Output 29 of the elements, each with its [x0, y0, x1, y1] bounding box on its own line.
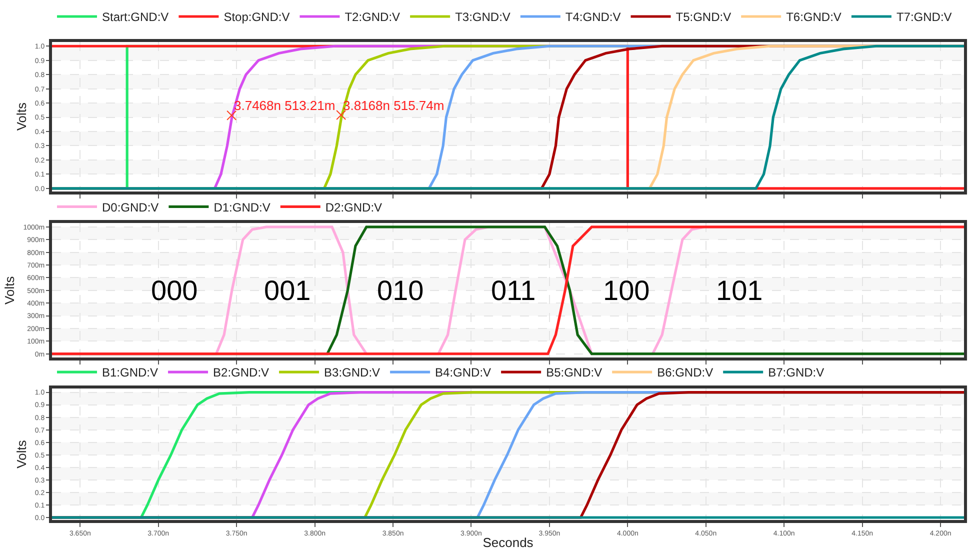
- legend-label: T4:GND:V: [565, 10, 621, 24]
- legend-label: T6:GND:V: [786, 10, 842, 24]
- annotation: 010: [377, 275, 424, 306]
- legend-label: B4:GND:V: [435, 366, 492, 380]
- legend-label: Start:GND:V: [102, 10, 169, 24]
- legend-label: T5:GND:V: [676, 10, 732, 24]
- legend-label: T7:GND:V: [896, 10, 952, 24]
- legend-label: T2:GND:V: [344, 10, 400, 24]
- legend-label: B3:GND:V: [324, 366, 380, 380]
- legend-label: D2:GND:V: [325, 200, 382, 214]
- legend-label: B5:GND:V: [546, 366, 602, 380]
- legend-label: D0:GND:V: [102, 200, 159, 214]
- legend-label: B1:GND:V: [102, 366, 158, 380]
- line-series: [52, 226, 964, 356]
- y-axis-title: Volts: [2, 276, 18, 304]
- annotation: 100: [603, 275, 650, 306]
- y-axis-title: Volts: [14, 440, 29, 468]
- annotation: 101: [716, 275, 763, 306]
- annotation: 000: [151, 275, 198, 306]
- y-axis-title: Volts: [14, 102, 29, 131]
- annotation: 011: [491, 275, 536, 306]
- legend-label: B6:GND:V: [657, 366, 714, 380]
- legend-label: Stop:GND:V: [224, 10, 290, 24]
- legend-label: B7:GND:V: [768, 366, 824, 380]
- x-axis-title: Seconds: [482, 535, 534, 550]
- legend-label: B2:GND:V: [213, 366, 270, 380]
- legend-label: T3:GND:V: [455, 10, 510, 24]
- annotation: 001: [264, 275, 311, 306]
- legend-label: D1:GND:V: [214, 200, 270, 214]
